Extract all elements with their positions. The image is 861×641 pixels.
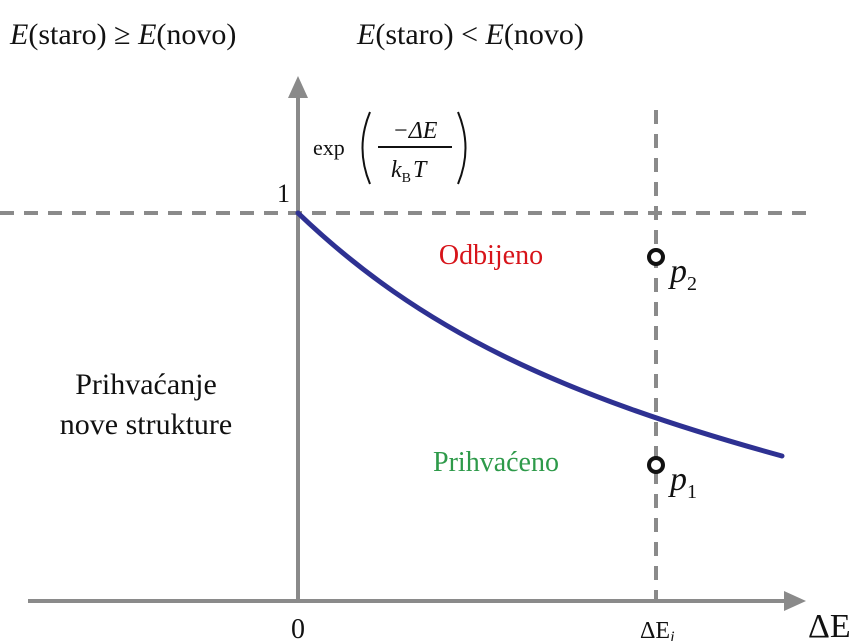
point-p2-label: p2 (668, 253, 697, 295)
exp-decay-curve (295, 210, 785, 459)
accept-new-structure-line2: nove strukture (60, 408, 232, 441)
exp-function-name: exp (313, 135, 345, 160)
point-p2-marker (647, 248, 665, 266)
condition-old-ge-new: E(staro) ≥ E(novo) (9, 18, 236, 51)
x-tick-zero: 0 (291, 614, 305, 641)
exponent-numerator: −ΔE (393, 118, 438, 144)
accept-new-structure-line1: Prihvaćanje (75, 368, 217, 401)
condition-old-lt-new: E(staro) < E(novo) (356, 18, 584, 51)
y-axis-label: exp −ΔE kBT (313, 111, 467, 186)
rejected-label: Odbijeno (439, 240, 543, 271)
y-tick-one: 1 (277, 179, 290, 208)
x-tick-delta-e-i: ΔEi (640, 618, 675, 641)
accepted-label: Prihvaćeno (433, 447, 559, 478)
x-axis-label: ΔE (808, 608, 851, 641)
right-paren (457, 111, 467, 185)
point-p1-label: p1 (668, 461, 697, 503)
x-axis-arrowhead (784, 591, 806, 611)
point-p1-marker (647, 456, 665, 474)
y-axis-arrowhead (288, 76, 308, 98)
exponent-denominator: kBT (391, 157, 428, 186)
left-paren (361, 111, 371, 185)
